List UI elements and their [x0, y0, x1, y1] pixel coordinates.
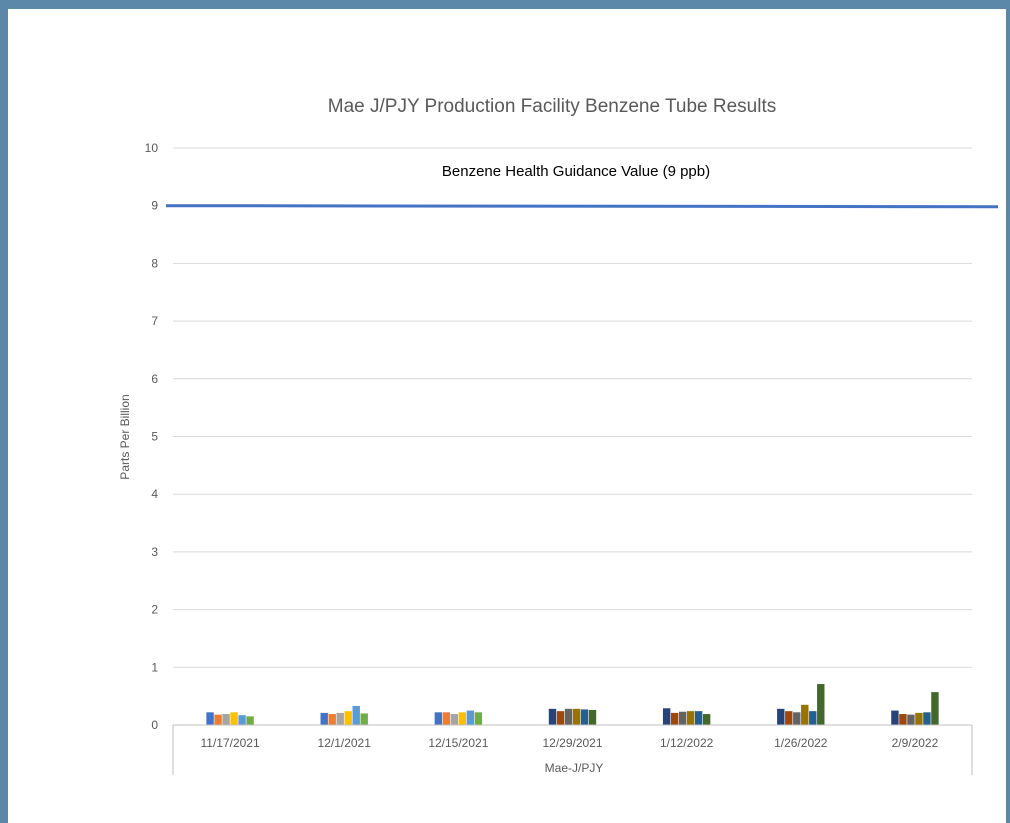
- bar: [434, 712, 443, 725]
- chart-title: Mae J/PJY Production Facility Benzene Tu…: [328, 96, 777, 117]
- x-tick-label: 12/1/2021: [318, 736, 372, 750]
- bar: [817, 684, 825, 725]
- y-tick-labels: 0 1 2 3 4 5 6 7 8 9 10: [145, 141, 159, 732]
- y-tick-label: 6: [151, 372, 158, 386]
- y-tick-label: 2: [151, 603, 158, 617]
- x-tick-label: 1/26/2022: [774, 736, 828, 750]
- reference-line: [165, 204, 999, 209]
- bar: [230, 712, 238, 725]
- bar: [320, 712, 328, 725]
- reference-line-label: Benzene Health Guidance Value (9 ppb): [442, 163, 710, 180]
- bar: [336, 712, 344, 725]
- x-axis-title: Mae-J/PJY: [545, 761, 604, 775]
- y-tick-label: 8: [151, 256, 158, 270]
- y-tick-label: 3: [151, 545, 158, 559]
- reference-line-group: Benzene Health Guidance Value (9 ppb): [165, 163, 999, 209]
- bar: [801, 704, 809, 725]
- bar: [556, 711, 565, 725]
- bar: [214, 714, 222, 725]
- bar: [907, 714, 915, 725]
- bar: [572, 708, 581, 725]
- y-tick-label: 7: [151, 314, 158, 328]
- bar: [793, 712, 801, 725]
- y-tick-label: 4: [151, 487, 158, 501]
- bar: [548, 708, 557, 725]
- y-tick-label: 1: [151, 660, 158, 674]
- bar: [246, 716, 254, 725]
- x-axis: 11/17/2021 12/1/2021 12/15/2021 12/29/2021 1…: [172, 724, 973, 775]
- y-axis-title: Parts Per Billion: [118, 394, 132, 479]
- bar: [466, 710, 475, 725]
- bars: [206, 684, 939, 725]
- x-tick-label: 2/9/2022: [892, 736, 939, 750]
- x-tick-label: 12/29/2021: [542, 736, 602, 750]
- bar: [777, 708, 785, 725]
- bar: [899, 714, 907, 725]
- bar: [891, 710, 899, 725]
- bar: [206, 712, 214, 725]
- y-tick-label: 5: [151, 430, 158, 444]
- bar: [222, 714, 230, 725]
- x-tick-label: 11/17/2021: [200, 736, 259, 750]
- bar: [588, 709, 597, 725]
- bar: [474, 712, 483, 725]
- bar: [450, 714, 459, 725]
- bar: [352, 705, 360, 725]
- bar: [564, 708, 573, 725]
- y-tick-label: 0: [151, 718, 158, 732]
- bar: [238, 715, 246, 725]
- bar: [702, 714, 711, 725]
- gridlines: [173, 147, 972, 726]
- bar: [580, 709, 589, 725]
- bar: [915, 712, 923, 725]
- bar: [662, 708, 671, 725]
- x-tick-label: 12/15/2021: [428, 736, 488, 750]
- bar: [328, 714, 336, 725]
- bar: [931, 692, 939, 725]
- bar: [923, 712, 931, 725]
- x-tick-label: 1/12/2022: [660, 736, 714, 750]
- y-tick-label: 10: [145, 141, 159, 155]
- bar: [686, 711, 695, 725]
- bar: [360, 713, 368, 725]
- bar: [670, 712, 679, 725]
- chart-page: Mae J/PJY Production Facility Benzene Tu…: [8, 9, 1006, 823]
- bar: [678, 711, 687, 725]
- y-tick-label: 9: [151, 199, 158, 213]
- bar: [442, 712, 451, 725]
- bar: [344, 711, 352, 725]
- bar: [785, 711, 793, 725]
- benzene-chart: Mae J/PJY Production Facility Benzene Tu…: [118, 96, 999, 775]
- bar: [809, 711, 817, 725]
- bar: [458, 712, 467, 725]
- bar: [694, 711, 703, 725]
